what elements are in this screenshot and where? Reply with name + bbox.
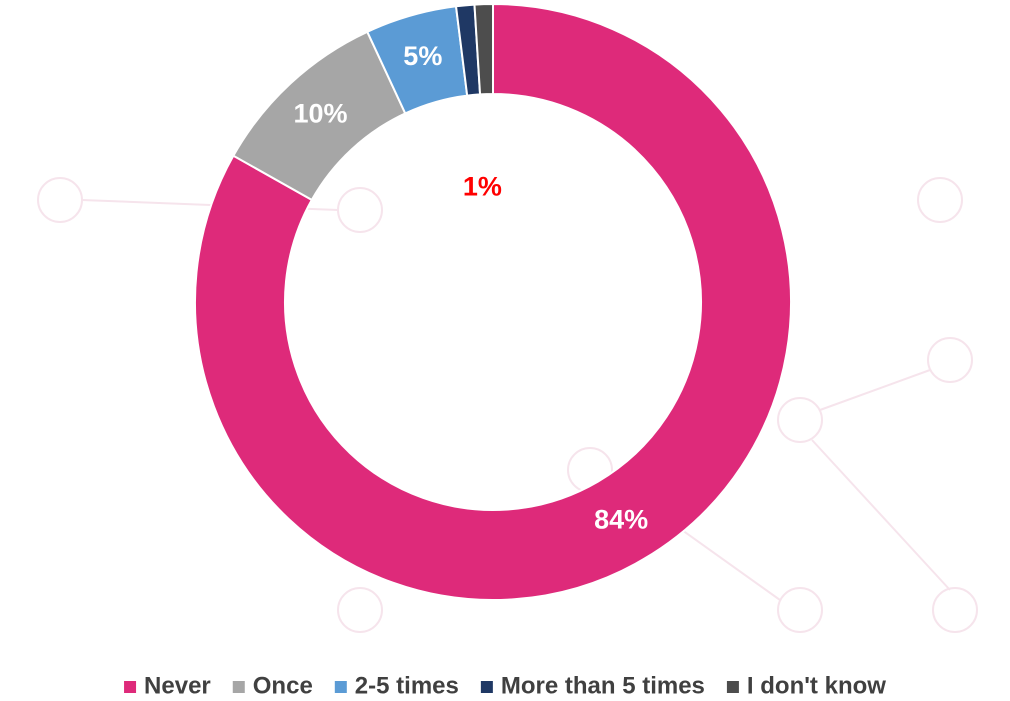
legend-swatch bbox=[232, 681, 245, 693]
value-label: 10% bbox=[293, 99, 347, 129]
legend-label: I don't know bbox=[747, 672, 886, 699]
legend-label: More than 5 times bbox=[501, 672, 705, 699]
legend-swatch bbox=[334, 681, 347, 693]
legend-label: Once bbox=[253, 672, 313, 699]
legend-label: Never bbox=[144, 672, 211, 699]
donut-slice bbox=[194, 2, 792, 601]
donut-slice bbox=[473, 2, 494, 96]
legend-swatch bbox=[124, 681, 137, 693]
value-label: 84% bbox=[594, 504, 648, 534]
value-label: 1% bbox=[463, 172, 502, 202]
legend-swatch bbox=[480, 681, 493, 693]
legend-label: 2-5 times bbox=[355, 672, 459, 699]
value-label: 5% bbox=[403, 41, 442, 71]
legend-swatch bbox=[726, 681, 739, 693]
